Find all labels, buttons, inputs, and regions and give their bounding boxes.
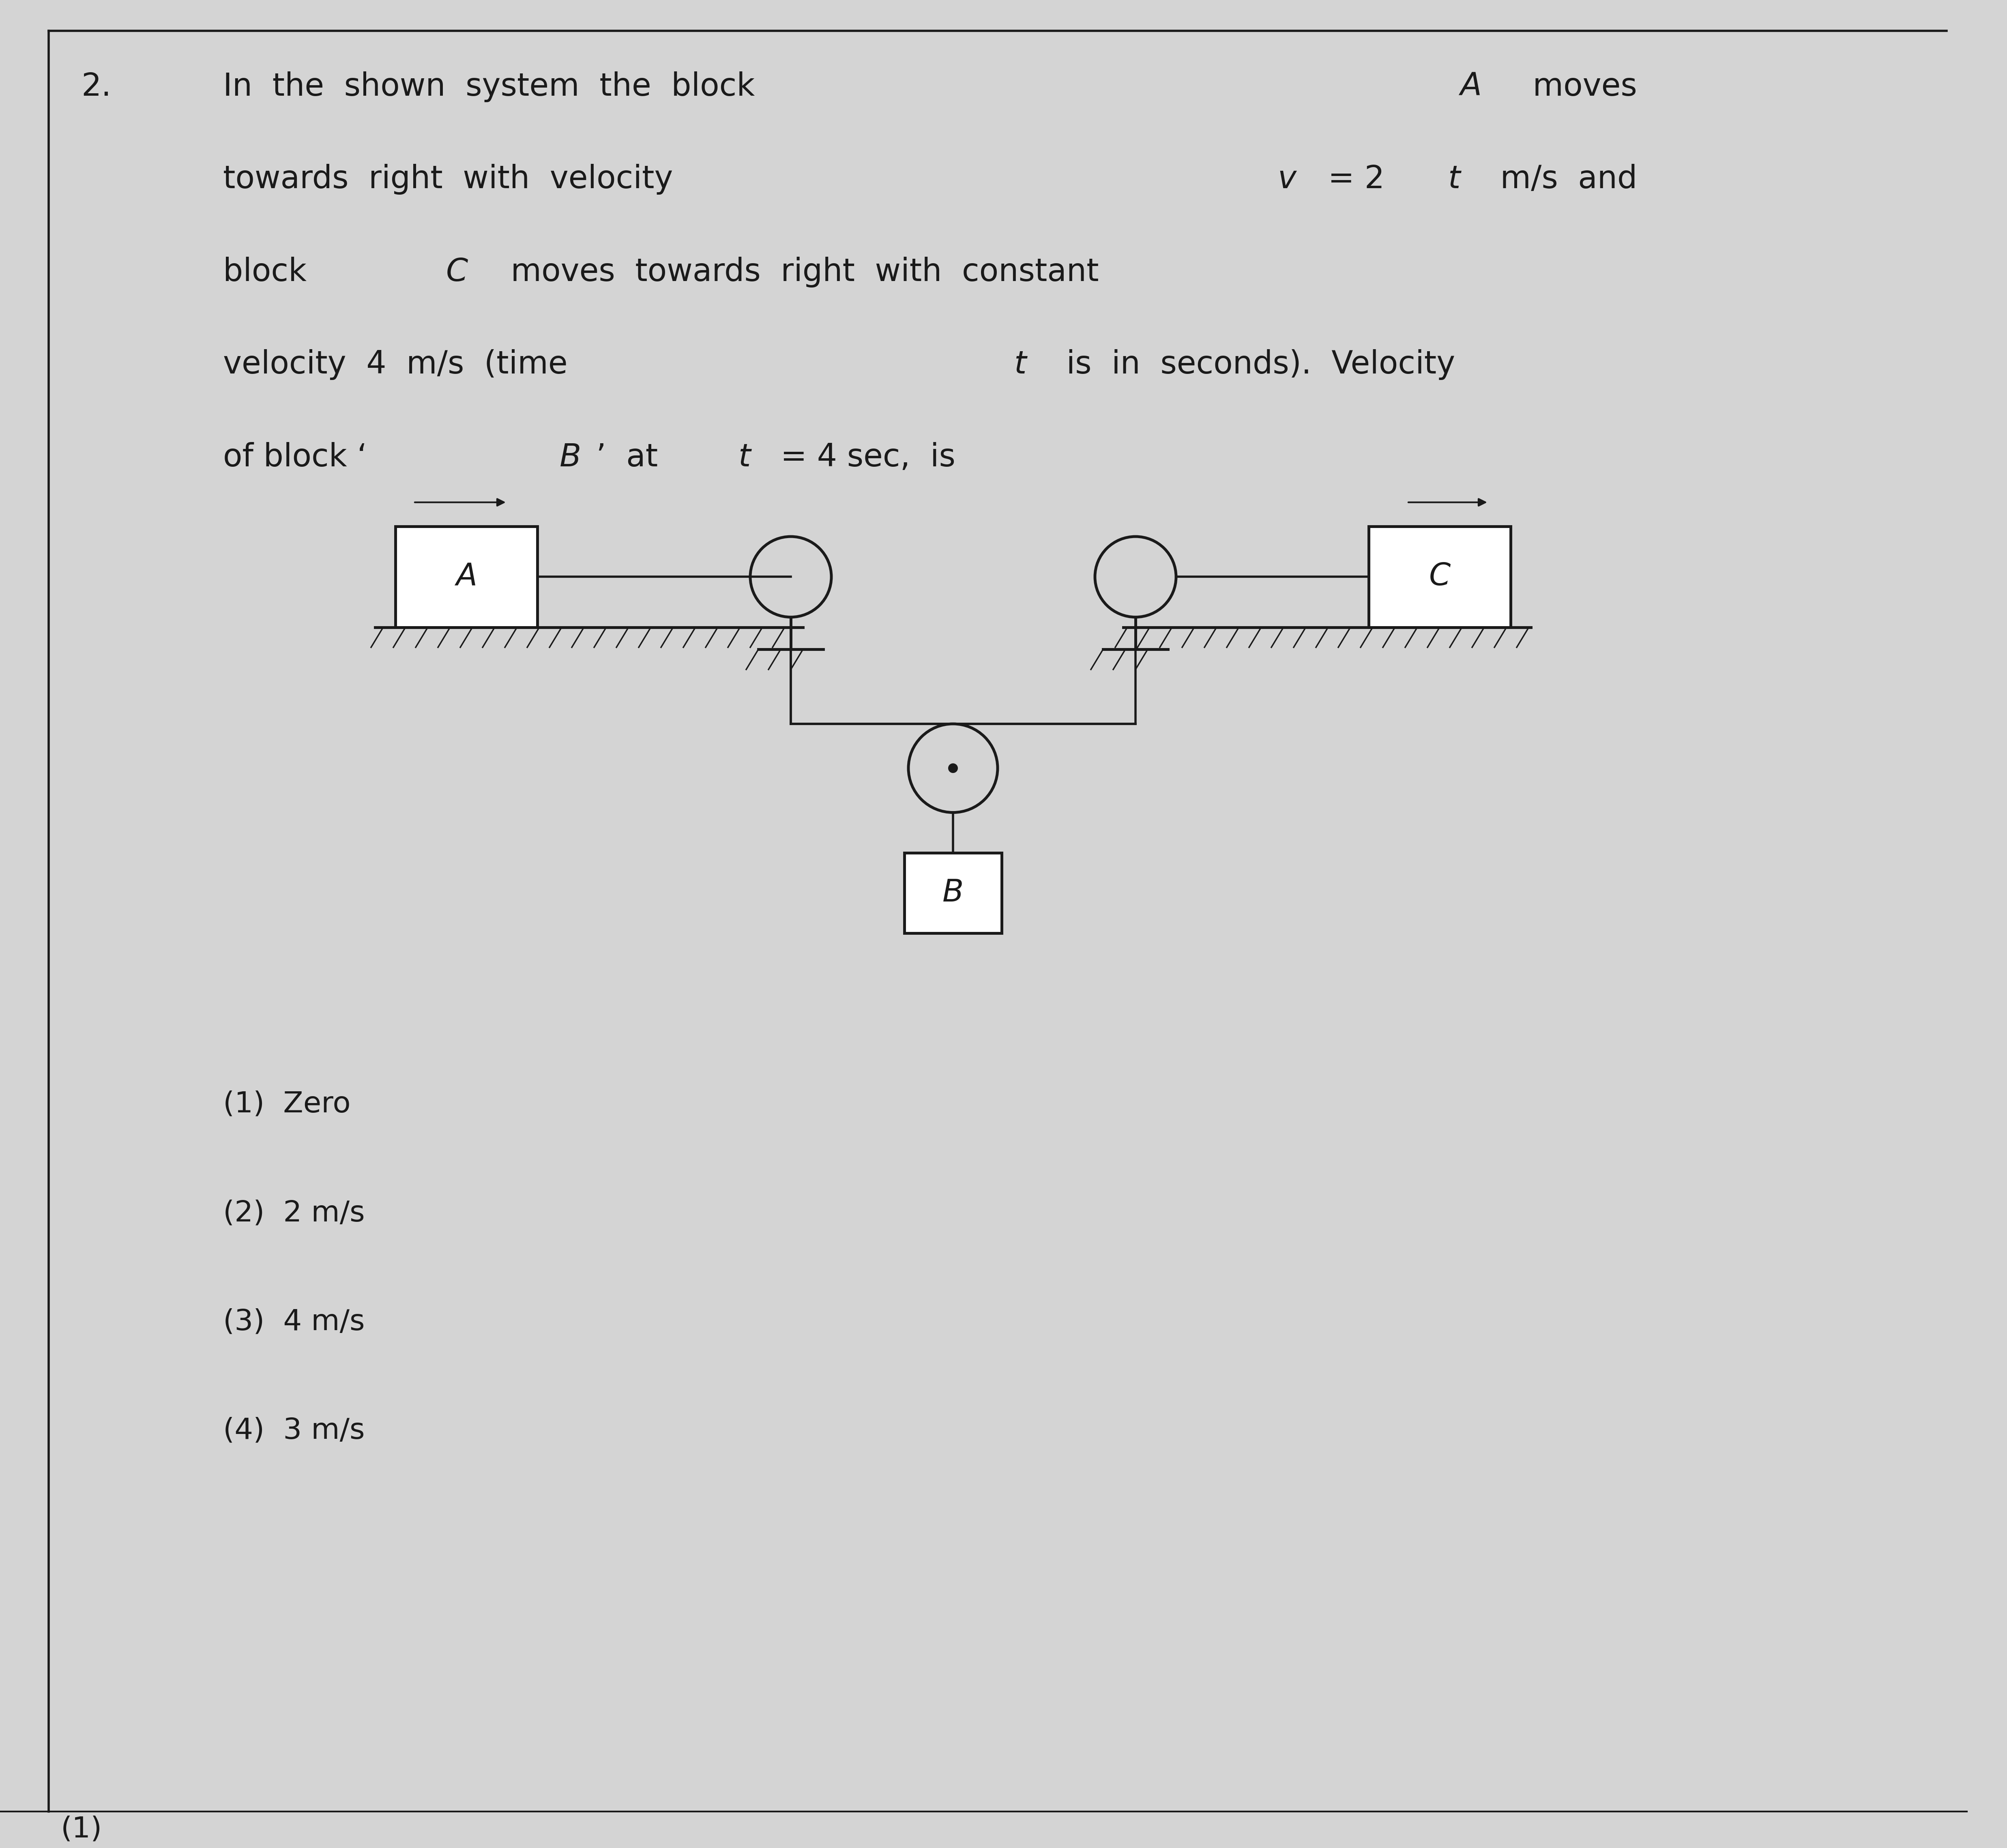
Text: m/s  and: m/s and (1481, 164, 1638, 194)
Text: = 2: = 2 (1319, 164, 1385, 194)
Text: B: B (943, 878, 963, 907)
Text: of block ‘: of block ‘ (223, 442, 367, 473)
Text: B: B (560, 442, 582, 473)
Text: velocity  4  m/s  (time: velocity 4 m/s (time (223, 349, 588, 381)
Text: (2)  2 m/s: (2) 2 m/s (223, 1199, 365, 1227)
Text: moves: moves (1513, 72, 1638, 102)
Text: C: C (1429, 562, 1451, 591)
Text: 2.: 2. (80, 72, 110, 102)
Text: (1)  Zero: (1) Zero (223, 1090, 351, 1118)
Text: v: v (1276, 164, 1297, 194)
Text: (3)  4 m/s: (3) 4 m/s (223, 1308, 365, 1336)
Text: block: block (223, 257, 327, 288)
Text: (4)  3 m/s: (4) 3 m/s (223, 1417, 365, 1445)
Text: t: t (1447, 164, 1461, 194)
Text: towards  right  with  velocity: towards right with velocity (223, 164, 692, 194)
FancyBboxPatch shape (905, 852, 1001, 933)
FancyBboxPatch shape (395, 527, 538, 626)
Text: (1): (1) (60, 1815, 102, 1844)
Text: A: A (456, 562, 478, 591)
Text: t: t (739, 442, 751, 473)
Text: t: t (1014, 349, 1026, 381)
FancyBboxPatch shape (1369, 527, 1511, 626)
Text: = 4 sec,  is: = 4 sec, is (771, 442, 955, 473)
Circle shape (947, 763, 957, 772)
Text: A: A (1459, 72, 1481, 102)
Text: C: C (446, 257, 468, 288)
Text: ’  at: ’ at (596, 442, 678, 473)
Text: moves  towards  right  with  constant: moves towards right with constant (490, 257, 1100, 288)
Text: In  the  shown  system  the  block: In the shown system the block (223, 72, 775, 102)
Text: is  in  seconds).  Velocity: is in seconds). Velocity (1046, 349, 1455, 381)
